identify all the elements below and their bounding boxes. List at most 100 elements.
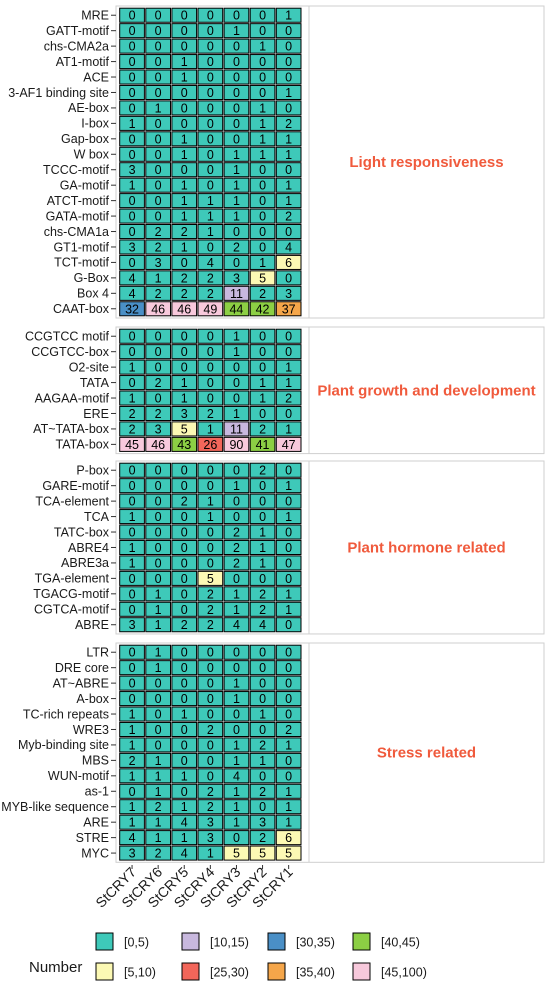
heatmap-cell [197, 285, 224, 301]
heatmap-cell [197, 675, 224, 691]
cell-value: 0 [207, 661, 214, 675]
row-label: MYB-like sequence [1, 800, 109, 814]
heatmap-cell [223, 675, 250, 691]
heatmap-cell [249, 375, 276, 391]
heatmap-cell [145, 69, 172, 85]
cell-value: 0 [155, 163, 162, 177]
cell-value: 0 [233, 708, 240, 722]
cell-value: 46 [177, 302, 191, 316]
cell-value: 0 [181, 572, 188, 586]
cell-value: 0 [259, 194, 266, 208]
row-label: TCA-element [35, 494, 109, 508]
heatmap-cell [145, 131, 172, 147]
cell-value: 0 [285, 526, 292, 540]
cell-value: 1 [285, 603, 292, 617]
heatmap-cell [171, 100, 198, 116]
cell-value: 0 [155, 526, 162, 540]
cell-value: 0 [259, 723, 266, 737]
cell-value: 1 [155, 785, 162, 799]
heatmap-cell [275, 706, 302, 722]
cell-value: 4 [129, 831, 136, 845]
heatmap-cell [249, 69, 276, 85]
heatmap-cell [197, 177, 224, 193]
heatmap-cell [145, 328, 172, 344]
heatmap-cell [249, 146, 276, 162]
heatmap-cell [223, 509, 250, 525]
cell-value: 1 [129, 708, 136, 722]
heatmap-cell [223, 131, 250, 147]
cell-value: 47 [282, 438, 296, 452]
cell-value: 1 [155, 271, 162, 285]
heatmap-cell [171, 405, 198, 422]
heatmap-cell [275, 644, 302, 660]
heatmap-cell [275, 7, 302, 23]
legend-swatch [95, 962, 114, 981]
cell-value: 0 [181, 646, 188, 660]
heatmap-cell [249, 23, 276, 39]
cell-value: 1 [129, 723, 136, 737]
cell-value: 1 [155, 618, 162, 632]
heatmap-cell [171, 524, 198, 540]
cell-value: 0 [129, 479, 136, 493]
cell-value: 0 [207, 132, 214, 146]
heatmap-cell [275, 84, 302, 100]
cell-value: 1 [233, 210, 240, 224]
cell-value: 0 [259, 495, 266, 509]
heatmap-cell [275, 344, 302, 360]
heatmap-cell [145, 405, 172, 422]
heatmap-cell [275, 845, 302, 861]
cell-value: 1 [181, 55, 188, 69]
heatmap-cell [119, 254, 145, 270]
heatmap-cell [197, 555, 224, 571]
cell-value: 4 [259, 618, 266, 632]
cell-value: 0 [285, 330, 292, 344]
heatmap-cell [197, 617, 224, 633]
heatmap-cell [275, 390, 302, 406]
cell-value: 1 [285, 361, 292, 375]
heatmap-cell [249, 301, 276, 317]
heatmap-cell [119, 570, 145, 586]
cell-value: 0 [155, 71, 162, 85]
heatmap-cell [197, 493, 224, 509]
row-label: TGACG-motif [33, 587, 109, 601]
cell-value: 2 [207, 407, 214, 421]
heatmap-cell [249, 328, 276, 344]
cell-value: 1 [155, 661, 162, 675]
cell-value: 1 [181, 769, 188, 783]
cell-value: 5 [207, 572, 214, 586]
heatmap-cell [119, 617, 145, 633]
heatmap-cell [171, 344, 198, 360]
row-label: TCCC-motif [43, 163, 109, 177]
heatmap-cell [145, 539, 172, 556]
row-label: ARE [83, 815, 109, 829]
cell-value: 0 [207, 541, 214, 555]
cell-value: 0 [285, 572, 292, 586]
cell-value: 0 [233, 510, 240, 524]
heatmap-cell [275, 38, 302, 54]
cell-value: 1 [129, 179, 136, 193]
heatmap-cell [275, 224, 302, 240]
cell-value: 2 [181, 495, 188, 509]
cell-value: 0 [129, 603, 136, 617]
heatmap-cell [145, 177, 172, 193]
heatmap-cell [145, 301, 172, 317]
heatmap-cell [275, 555, 302, 571]
heatmap-cell [275, 524, 302, 540]
heatmap-cell [223, 38, 250, 54]
cell-value: 0 [129, 86, 136, 100]
cell-value: 4 [285, 240, 292, 254]
heatmap-cell [275, 100, 302, 116]
cell-value: 0 [259, 407, 266, 421]
cell-value: 1 [233, 785, 240, 799]
heatmap-cell [275, 131, 302, 147]
cell-value: 3 [155, 256, 162, 270]
heatmap-cell [171, 239, 198, 255]
cell-value: 0 [285, 618, 292, 632]
cell-value: 4 [207, 256, 214, 270]
heatmap-cell [119, 38, 145, 54]
heatmap-cell [223, 478, 250, 494]
cell-value: 0 [285, 225, 292, 239]
cell-value: 11 [230, 287, 243, 301]
heatmap-cell [223, 644, 250, 660]
